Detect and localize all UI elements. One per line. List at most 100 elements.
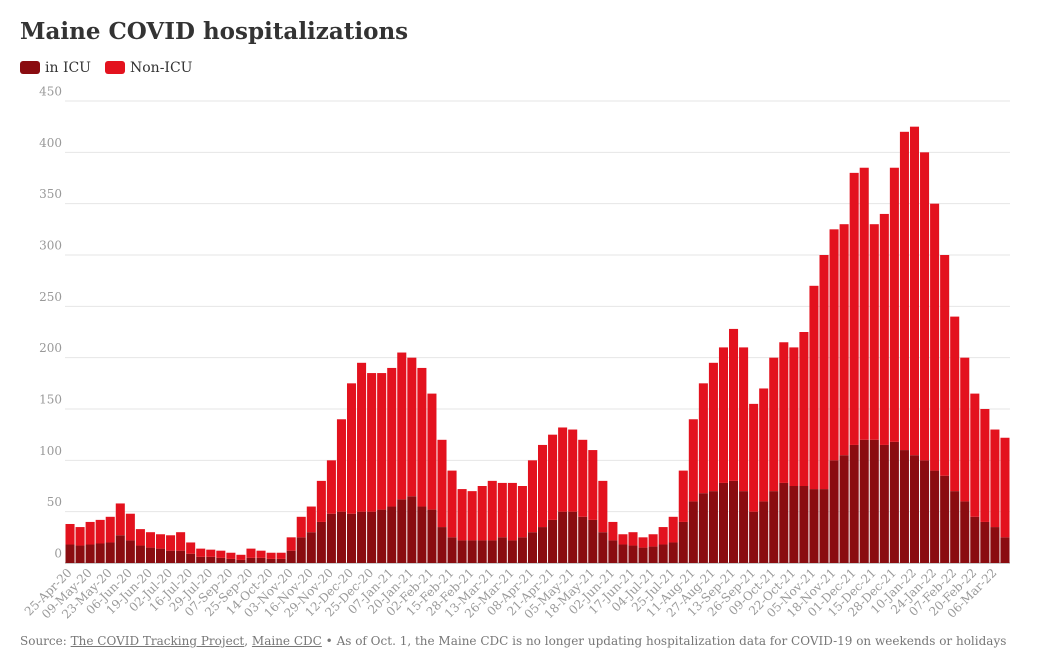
bar-segment: [387, 367, 397, 507]
bar-segment: [166, 550, 176, 563]
source-prefix: Source:: [20, 634, 67, 648]
bar-segment: [980, 521, 990, 563]
bar-segment: [397, 352, 407, 500]
bar-segment: [236, 554, 246, 560]
bar-segment: [548, 434, 558, 520]
bar-segment: [608, 540, 618, 563]
source-link[interactable]: The COVID Tracking Project: [70, 634, 245, 648]
bar-segment: [829, 460, 839, 563]
bar-segment: [427, 509, 437, 563]
bar-segment: [166, 535, 176, 551]
bar-segment: [869, 439, 879, 563]
bar-segment: [809, 285, 819, 490]
bar-segment: [346, 383, 357, 514]
y-tick-label: 400: [39, 136, 62, 150]
bar-segment: [658, 527, 668, 545]
y-tick-label: 150: [39, 393, 62, 407]
bar-segment: [708, 491, 718, 563]
bar-segment: [749, 511, 759, 563]
bar-segment: [226, 552, 236, 559]
bar-segment: [276, 552, 286, 559]
bar-segment: [920, 460, 930, 563]
bar-segment: [960, 501, 970, 563]
bar-segment: [889, 441, 899, 563]
y-tick-label: 250: [39, 290, 62, 304]
bar-segment: [779, 482, 789, 563]
bar-segment: [507, 482, 517, 541]
bar-segment: [990, 527, 1000, 563]
bar-segment: [839, 224, 849, 456]
bar-segment: [598, 480, 608, 533]
bar-segment: [346, 513, 357, 563]
bar-segment: [497, 482, 507, 538]
bar-segment: [326, 513, 336, 563]
bar-segment: [266, 558, 276, 563]
bar-segment: [367, 373, 377, 512]
bar-segment: [105, 542, 115, 563]
bar-segment: [85, 544, 95, 563]
legend-label: Non-ICU: [130, 60, 193, 76]
bar-segment: [809, 489, 819, 563]
bar-segment: [909, 455, 920, 563]
bar-segment: [457, 540, 467, 563]
bar-segment: [105, 516, 115, 543]
bar-segment: [437, 439, 447, 528]
bar-segment: [558, 511, 568, 563]
bar-segment: [688, 501, 698, 563]
bar-segment: [849, 444, 859, 563]
bar-segment: [799, 332, 809, 486]
bar-segment: [658, 544, 668, 563]
bar-segment: [246, 548, 256, 558]
bar-segment: [899, 450, 909, 563]
bar-segment: [678, 521, 688, 563]
bar-segment: [377, 373, 387, 510]
bar-segment: [930, 470, 940, 563]
bar-segment: [226, 558, 236, 563]
source-separator: ,: [244, 634, 249, 648]
bar-segment: [517, 537, 527, 563]
bar-segment: [568, 429, 578, 512]
bar-segment: [819, 489, 829, 563]
bar-segment: [588, 450, 598, 520]
bar-segment: [437, 527, 447, 563]
bar-segment: [789, 486, 799, 563]
bar-segment: [527, 532, 537, 563]
bar-segment: [789, 347, 799, 486]
bar-segment: [920, 152, 930, 461]
bar-segment: [377, 509, 387, 563]
bar-segment: [65, 523, 75, 545]
bar-segment: [296, 516, 306, 538]
bar-segment: [869, 224, 879, 440]
bar-segment: [688, 419, 698, 502]
bar-segment: [698, 493, 708, 563]
bar-segment: [196, 548, 206, 557]
bar-segment: [306, 506, 316, 533]
bar-segment: [769, 357, 779, 492]
bar-segment: [759, 501, 769, 563]
bar-segment: [940, 475, 950, 563]
y-tick-label: 350: [39, 187, 62, 201]
bar-segment: [618, 534, 628, 545]
bar-segment: [266, 552, 276, 559]
bar-segment: [477, 540, 487, 563]
bar-segment: [879, 213, 889, 445]
bar-segment: [95, 543, 105, 563]
source-link[interactable]: Maine CDC: [251, 634, 322, 648]
bar-segment: [256, 550, 266, 558]
bar-segment: [115, 503, 125, 536]
bar-segment: [950, 316, 960, 492]
bar-segment: [608, 521, 618, 541]
bar-segment: [588, 519, 598, 563]
bar-segment: [749, 403, 759, 512]
chart-title: Maine COVID hospitalizations: [20, 18, 408, 45]
bar-segment: [628, 532, 638, 546]
bar-segment: [578, 439, 588, 517]
chart: Maine COVID hospitalizations in ICU Non-I…: [20, 18, 1010, 621]
bar-segment: [176, 550, 186, 563]
bar-segment: [467, 491, 477, 541]
bar-segment: [367, 511, 377, 563]
bar-segment: [739, 491, 749, 563]
bar-segment: [397, 499, 407, 563]
bar-segment: [316, 521, 326, 563]
bar-segment: [729, 328, 739, 481]
